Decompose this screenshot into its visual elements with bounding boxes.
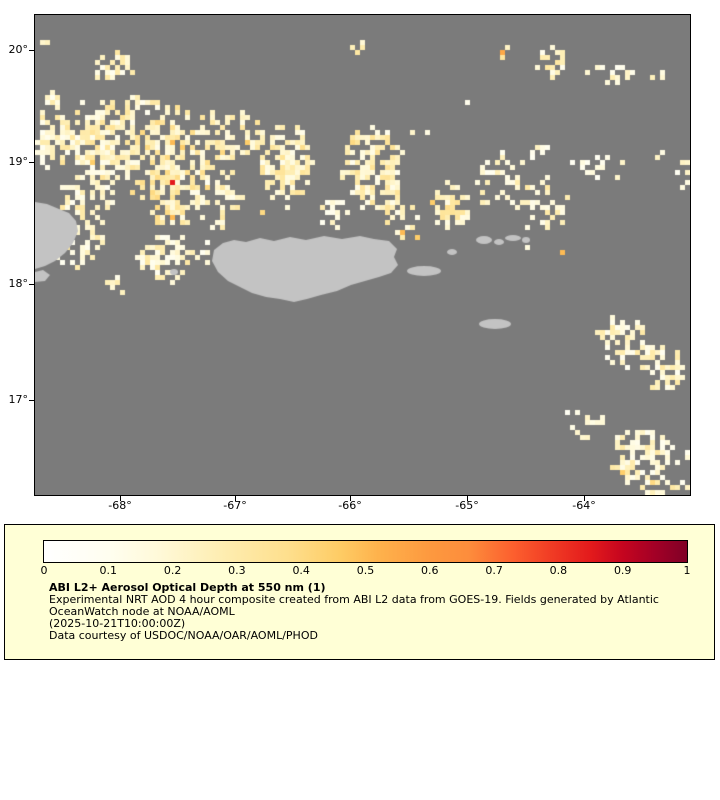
legend-description-line-2: OceanWatch node at NOAA/AOML <box>49 605 235 618</box>
colorbar-tick-label: 0.2 <box>163 564 182 577</box>
colorbar-tick-label: 0.8 <box>549 564 568 577</box>
y-axis-tick-label: 20° <box>8 43 29 56</box>
y-axis-tick-mark <box>29 284 34 285</box>
x-axis-tick-mark <box>584 496 585 501</box>
map-plot-area <box>34 14 691 496</box>
y-axis-tick-mark <box>29 162 34 163</box>
colorbar-tick-label: 0.6 <box>421 564 439 577</box>
legend-credit: Data courtesy of USDOC/NOAA/OAR/AOML/PHO… <box>49 629 318 642</box>
x-axis-tick-mark <box>467 496 468 501</box>
colorbar-tick-label: 0.5 <box>356 564 375 577</box>
colorbar-tick-label: 0.7 <box>485 564 503 577</box>
colorbar-tick-label: 1 <box>683 564 691 577</box>
colorbar-tick-label: 0 <box>40 564 48 577</box>
x-axis-tick-mark <box>235 496 236 501</box>
aod-data-canvas <box>35 15 690 495</box>
x-axis-tick-label: -67° <box>223 499 247 512</box>
colorbar-tick-label: 0.9 <box>613 564 632 577</box>
legend-text-block: ABI L2+ Aerosol Optical Depth at 550 nm … <box>49 582 659 642</box>
x-axis-tick-label: -68° <box>108 499 132 512</box>
x-axis-tick-mark <box>350 496 351 501</box>
colorbar-tick-label: 0.1 <box>99 564 118 577</box>
y-axis-tick-mark <box>29 400 34 401</box>
aod-colorbar <box>43 540 688 563</box>
x-axis-tick-mark <box>120 496 121 501</box>
x-axis-tick-label: -65° <box>455 499 479 512</box>
legend-timestamp: (2025-10-21T10:00:00Z) <box>49 617 186 630</box>
legend-description-line-1: Experimental NRT AOD 4 hour composite cr… <box>49 593 659 606</box>
y-axis-tick-label: 19° <box>8 155 29 168</box>
colorbar-tick-label: 0.3 <box>228 564 246 577</box>
x-axis-tick-label: -64° <box>572 499 596 512</box>
legend-box: ABI L2+ Aerosol Optical Depth at 550 nm … <box>4 524 715 660</box>
legend-title: ABI L2+ Aerosol Optical Depth at 550 nm … <box>49 581 326 594</box>
y-axis-tick-label: 18° <box>8 277 29 290</box>
x-axis-tick-label: -66° <box>338 499 362 512</box>
y-axis-tick-mark <box>29 50 34 51</box>
colorbar-tick-label: 0.4 <box>292 564 310 577</box>
map-figure: 20° 19° 18° 17° -68° -67° -66° -65° -64° <box>8 14 691 512</box>
y-axis-tick-label: 17° <box>8 393 29 406</box>
